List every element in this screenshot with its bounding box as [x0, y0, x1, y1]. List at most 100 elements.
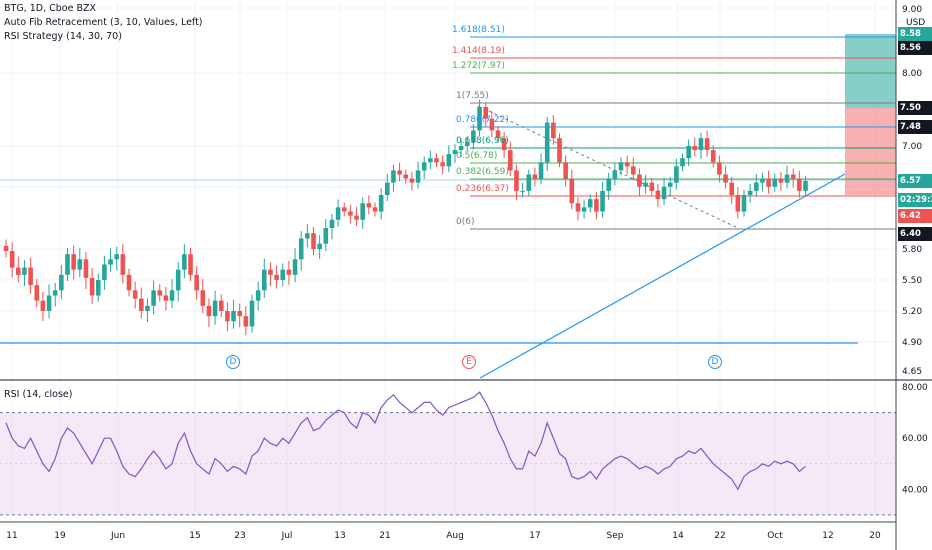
candle[interactable]	[378, 188, 384, 220]
candle[interactable]	[298, 230, 304, 271]
candle[interactable]	[163, 286, 169, 311]
candle[interactable]	[292, 248, 298, 283]
candle[interactable]	[508, 141, 513, 177]
candle[interactable]	[169, 279, 175, 309]
candle[interactable]	[723, 165, 728, 189]
candle[interactable]	[649, 177, 655, 196]
candle[interactable]	[538, 153, 544, 185]
candle[interactable]	[637, 168, 642, 196]
candle[interactable]	[569, 169, 575, 210]
candle[interactable]	[704, 130, 710, 157]
candle[interactable]	[403, 169, 409, 184]
time-axis-labels[interactable]: 11 19 Jun 15 23 Jul 13 21 Aug 17 Sep 14 22 Oct 12 20	[6, 531, 881, 541]
candle[interactable]	[262, 258, 267, 298]
candle[interactable]	[212, 290, 218, 325]
candle[interactable]	[3, 239, 9, 258]
candle[interactable]	[754, 173, 759, 197]
candle[interactable]	[532, 167, 538, 187]
candle[interactable]	[778, 171, 784, 191]
candlestick-series[interactable]	[3, 99, 808, 336]
candle[interactable]	[434, 153, 439, 168]
candle[interactable]	[16, 256, 21, 283]
candle[interactable]	[132, 281, 138, 309]
candle[interactable]	[421, 156, 427, 180]
candle[interactable]	[385, 173, 390, 201]
candle[interactable]	[747, 183, 753, 203]
rsi-line[interactable]	[5, 391, 806, 491]
candle[interactable]	[618, 157, 624, 176]
candle[interactable]	[544, 116, 550, 172]
candle[interactable]	[520, 182, 525, 198]
candle[interactable]	[59, 264, 64, 300]
candle[interactable]	[145, 298, 150, 323]
candle[interactable]	[606, 172, 611, 200]
candle[interactable]	[335, 199, 341, 227]
candle[interactable]	[483, 102, 488, 128]
candle[interactable]	[151, 280, 156, 315]
candle[interactable]	[231, 299, 236, 329]
candle[interactable]	[667, 176, 673, 196]
candle[interactable]	[95, 273, 101, 302]
candle[interactable]	[464, 137, 470, 151]
candle[interactable]	[9, 242, 15, 278]
candle[interactable]	[501, 131, 507, 158]
candle[interactable]	[692, 137, 698, 156]
candle[interactable]	[698, 132, 704, 159]
candle[interactable]	[526, 169, 532, 196]
candle[interactable]	[803, 176, 808, 196]
fib-indicator-legend[interactable]: Auto Fib Retracement (3, 10, Values, Lef…	[4, 17, 203, 28]
candle[interactable]	[243, 306, 249, 336]
candle[interactable]	[766, 170, 771, 194]
candle[interactable]	[772, 173, 778, 192]
candle[interactable]	[790, 168, 796, 188]
event-marker[interactable]: E	[462, 355, 476, 369]
candle[interactable]	[200, 279, 206, 314]
candle[interactable]	[372, 202, 378, 217]
candle[interactable]	[489, 111, 495, 137]
candle[interactable]	[366, 195, 372, 215]
candle[interactable]	[594, 192, 599, 220]
candle[interactable]	[428, 150, 433, 170]
candle[interactable]	[557, 133, 562, 168]
candle[interactable]	[797, 170, 802, 198]
candle[interactable]	[391, 164, 396, 192]
candle[interactable]	[120, 244, 126, 284]
candle[interactable]	[71, 245, 76, 280]
candle[interactable]	[600, 181, 605, 218]
event-marker[interactable]: D	[226, 355, 240, 369]
candle[interactable]	[440, 155, 445, 175]
candle[interactable]	[34, 278, 40, 307]
candle[interactable]	[28, 257, 33, 294]
candle[interactable]	[563, 155, 568, 187]
candle[interactable]	[225, 302, 230, 332]
candle[interactable]	[415, 161, 421, 189]
candle[interactable]	[760, 172, 765, 192]
candle[interactable]	[655, 183, 661, 208]
candle[interactable]	[717, 155, 722, 183]
candle[interactable]	[175, 262, 181, 302]
candle[interactable]	[317, 234, 322, 259]
candle[interactable]	[114, 246, 119, 271]
candle[interactable]	[674, 158, 679, 190]
candle[interactable]	[495, 125, 501, 143]
candle[interactable]	[182, 244, 187, 279]
candle[interactable]	[194, 266, 199, 301]
rsi-axis-labels[interactable]: 80.00 60.00 40.00	[902, 383, 928, 495]
candle[interactable]	[65, 247, 70, 282]
rsi-strategy-legend[interactable]: RSI Strategy (14, 30, 70)	[4, 31, 122, 42]
candle[interactable]	[458, 138, 464, 157]
candle[interactable]	[624, 155, 630, 175]
candle[interactable]	[631, 157, 636, 181]
candle[interactable]	[218, 294, 224, 318]
candle[interactable]	[397, 162, 402, 182]
candle[interactable]	[206, 298, 212, 328]
candle[interactable]	[22, 260, 27, 286]
event-marker[interactable]: D	[708, 355, 722, 369]
symbol-legend[interactable]: BTG, 1D, Cboe BZX	[4, 3, 96, 14]
candle[interactable]	[643, 174, 648, 194]
candle[interactable]	[83, 251, 89, 290]
candle[interactable]	[52, 282, 58, 307]
candle[interactable]	[446, 145, 452, 173]
price-pane[interactable]	[0, 0, 896, 378]
